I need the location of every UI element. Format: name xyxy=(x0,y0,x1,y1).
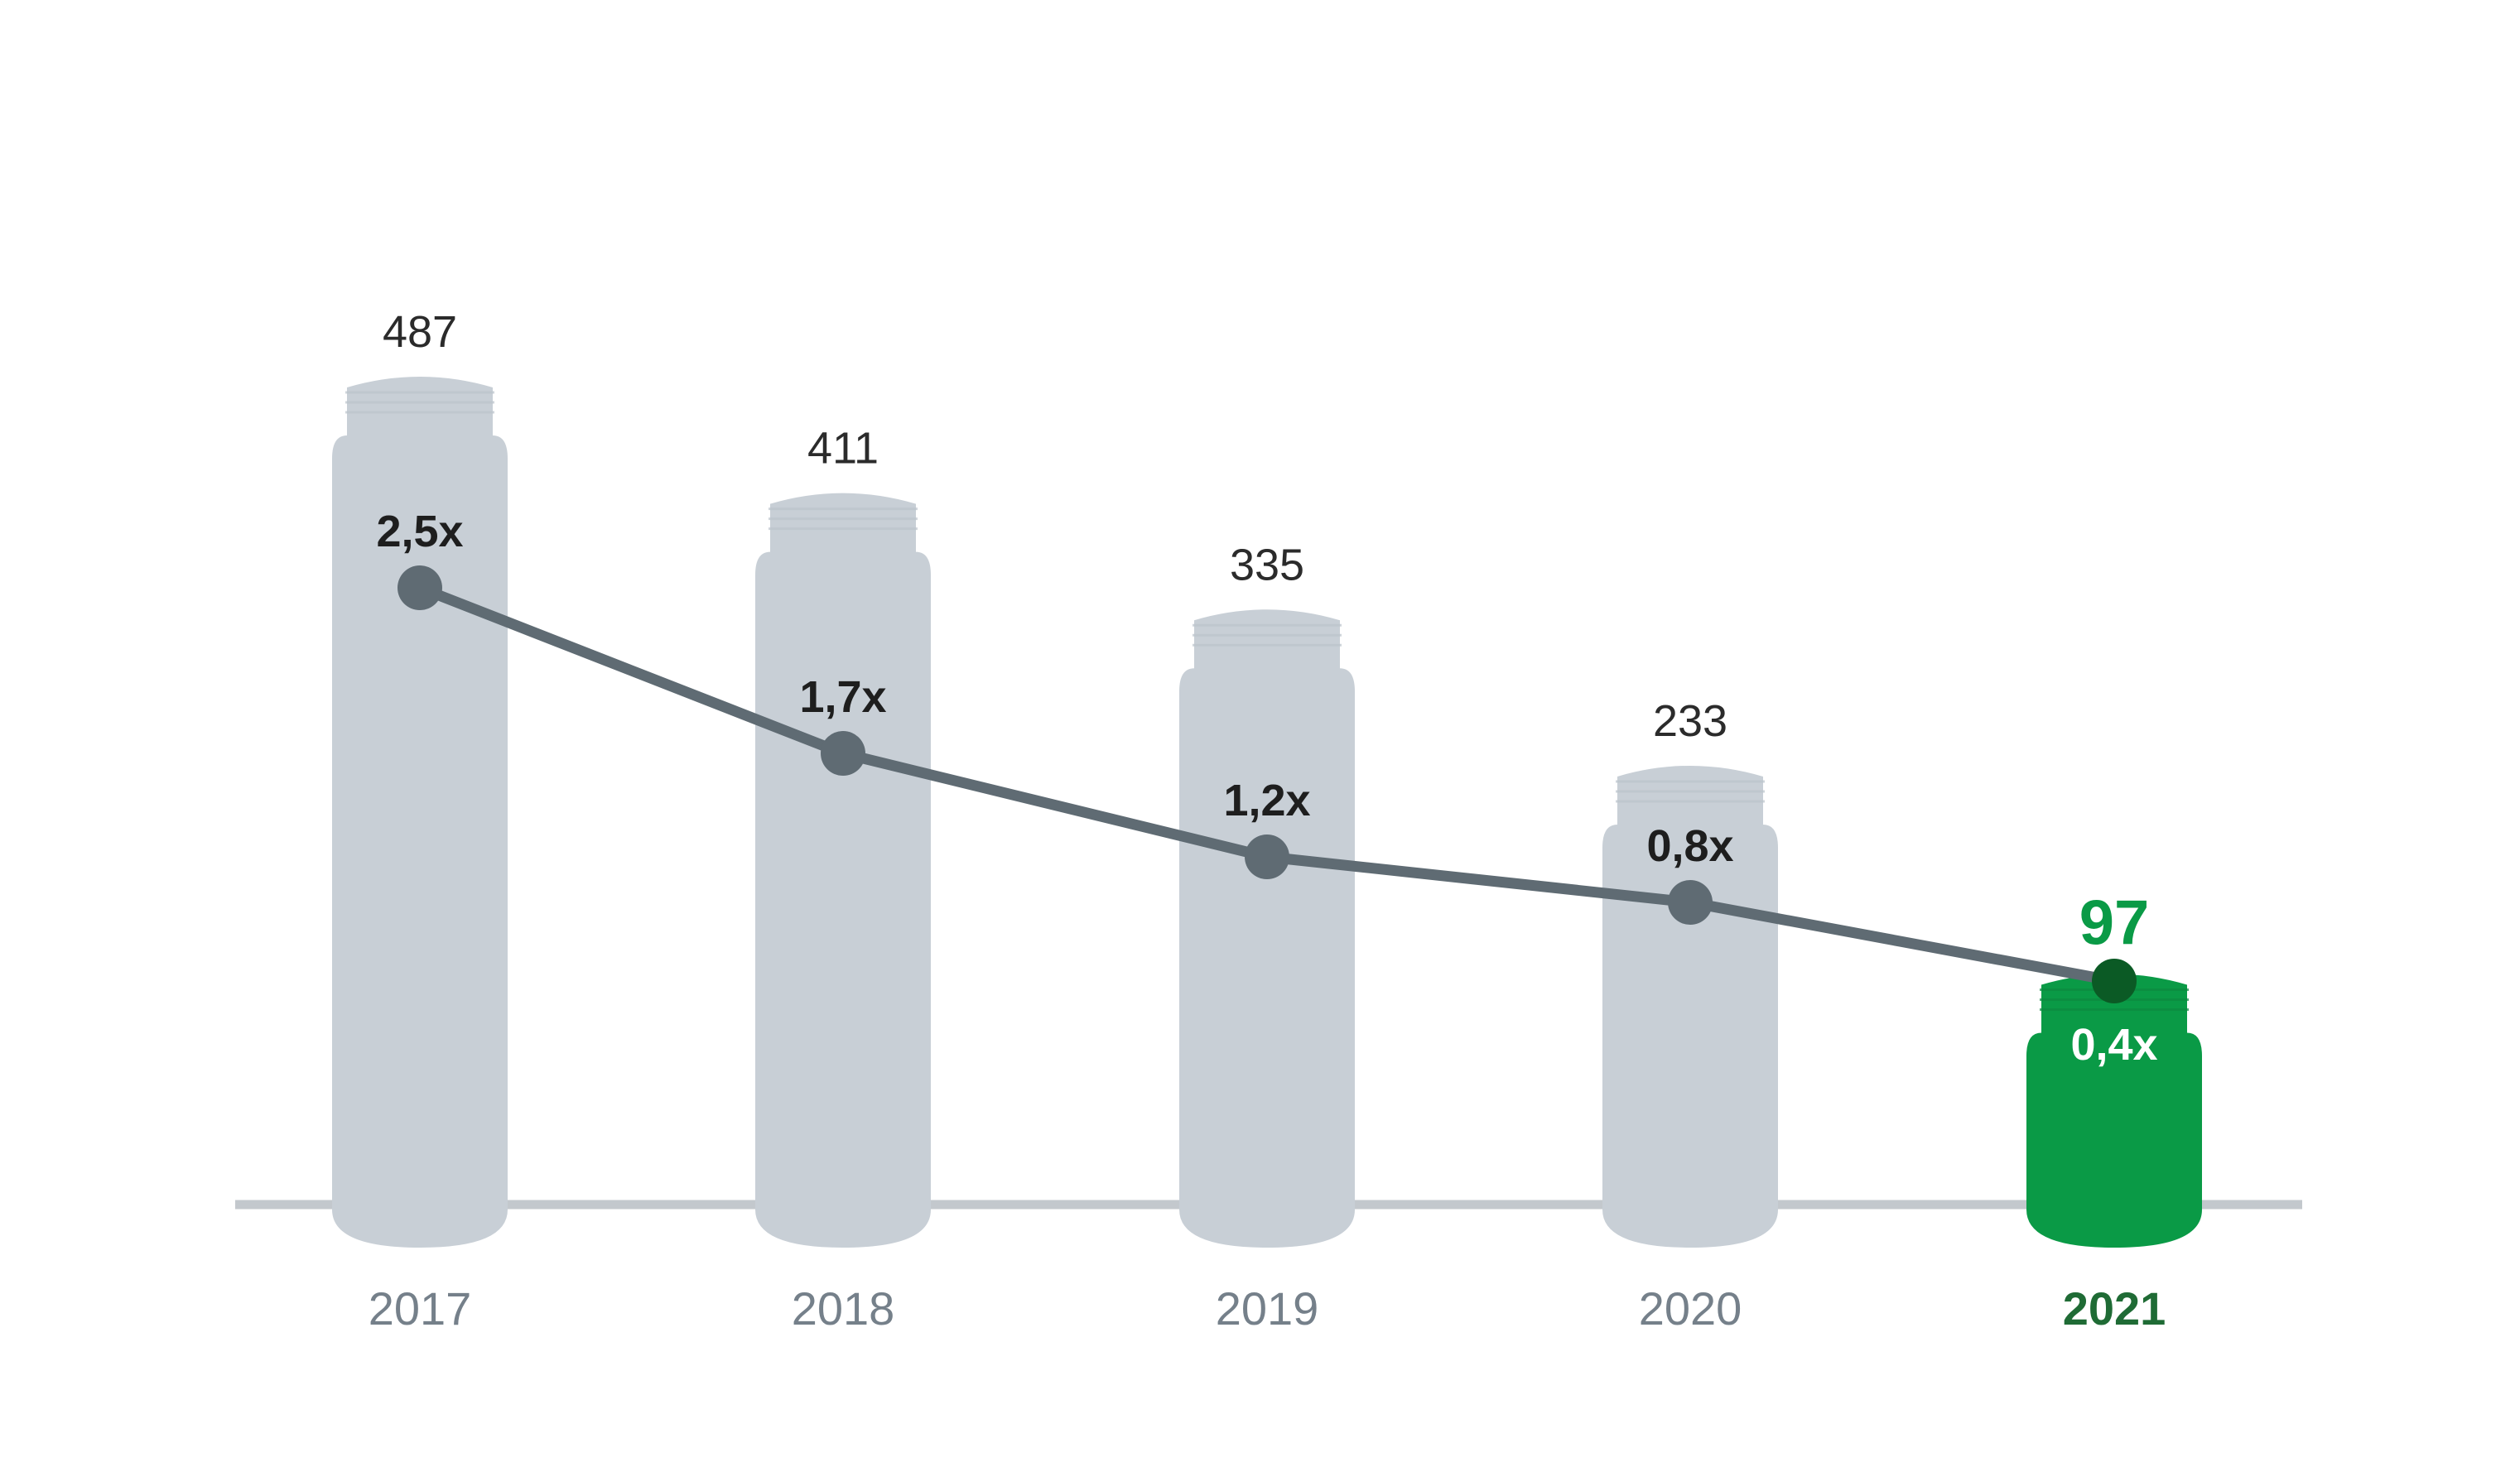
multiplier-label: 0,4x xyxy=(2070,1020,2157,1070)
x-tick-label: 2019 xyxy=(1216,1282,1319,1335)
bar-value-label: 335 xyxy=(1230,540,1304,589)
multiplier-label: 1,2x xyxy=(1223,776,1310,825)
multiplier-point xyxy=(398,565,442,610)
x-tick-label: 2020 xyxy=(1639,1282,1742,1335)
multiplier-point xyxy=(1245,835,1289,879)
bar-bottle-2020 xyxy=(1602,765,1778,1248)
multiplier-point xyxy=(821,731,865,776)
bar-bottle-2017 xyxy=(332,377,508,1248)
multiplier-label: 0,8x xyxy=(1646,821,1733,871)
bar-bottle-2019 xyxy=(1179,609,1355,1248)
bar-value-label: 487 xyxy=(383,307,457,357)
multiplier-point xyxy=(2092,959,2137,1003)
x-tick-label: 2018 xyxy=(792,1282,895,1335)
multiplier-point xyxy=(1668,880,1713,925)
bar-value-label: 97 xyxy=(2079,888,2150,959)
x-tick-label: 2017 xyxy=(369,1282,472,1335)
x-tick-label: 2021 xyxy=(2063,1282,2166,1335)
bar-bottle-2018 xyxy=(755,493,931,1248)
multiplier-label: 2,5x xyxy=(376,507,463,556)
bar-value-label: 411 xyxy=(807,424,879,474)
bar-bottle-2021 xyxy=(2026,974,2202,1248)
multiplier-label: 1,7x xyxy=(799,672,886,722)
bar-value-label: 233 xyxy=(1653,696,1727,746)
